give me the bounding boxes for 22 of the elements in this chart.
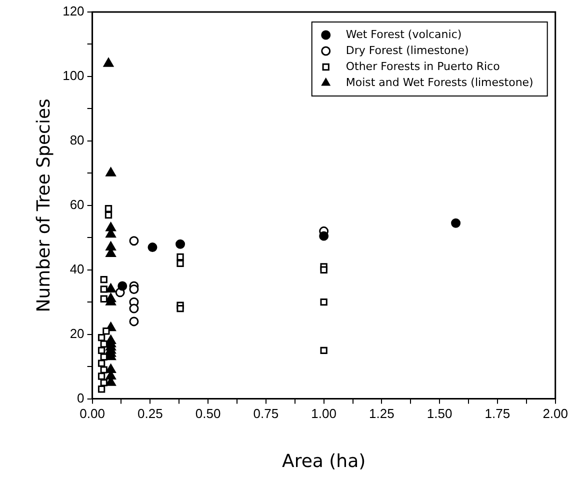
legend-label: Wet Forest (volcanic) <box>346 28 462 41</box>
y-axis-title: Number of Tree Species <box>33 98 54 312</box>
y-tick-label: 20 <box>70 326 84 341</box>
legend-label: Dry Forest (limestone) <box>346 44 469 57</box>
y-tick-label: 100 <box>62 68 84 84</box>
y-tick-label: 0 <box>77 390 84 406</box>
y-tick-label: 120 <box>62 4 84 19</box>
x-tick-label: 1.50 <box>426 406 452 422</box>
y-tick-label: 80 <box>70 132 84 148</box>
y-tick-label: 40 <box>70 261 84 276</box>
x-tick-label: 0.00 <box>80 406 105 422</box>
x-tick-label: 1.25 <box>369 406 394 422</box>
legend-label: Moist and Wet Forests (limestone) <box>346 76 534 89</box>
x-tick-label: 2.00 <box>542 406 568 422</box>
x-tick-label: 1.75 <box>484 406 510 422</box>
x-axis-title: Area (ha) <box>282 450 366 472</box>
x-tick-label: 1.00 <box>311 406 336 422</box>
x-tick-label: 0.75 <box>253 406 279 422</box>
x-tick-label: 0.25 <box>138 406 163 422</box>
y-tick-label: 60 <box>70 196 84 212</box>
x-tick-label: 0.50 <box>195 406 221 422</box>
legend-label: Other Forests in Puerto Rico <box>346 60 500 73</box>
